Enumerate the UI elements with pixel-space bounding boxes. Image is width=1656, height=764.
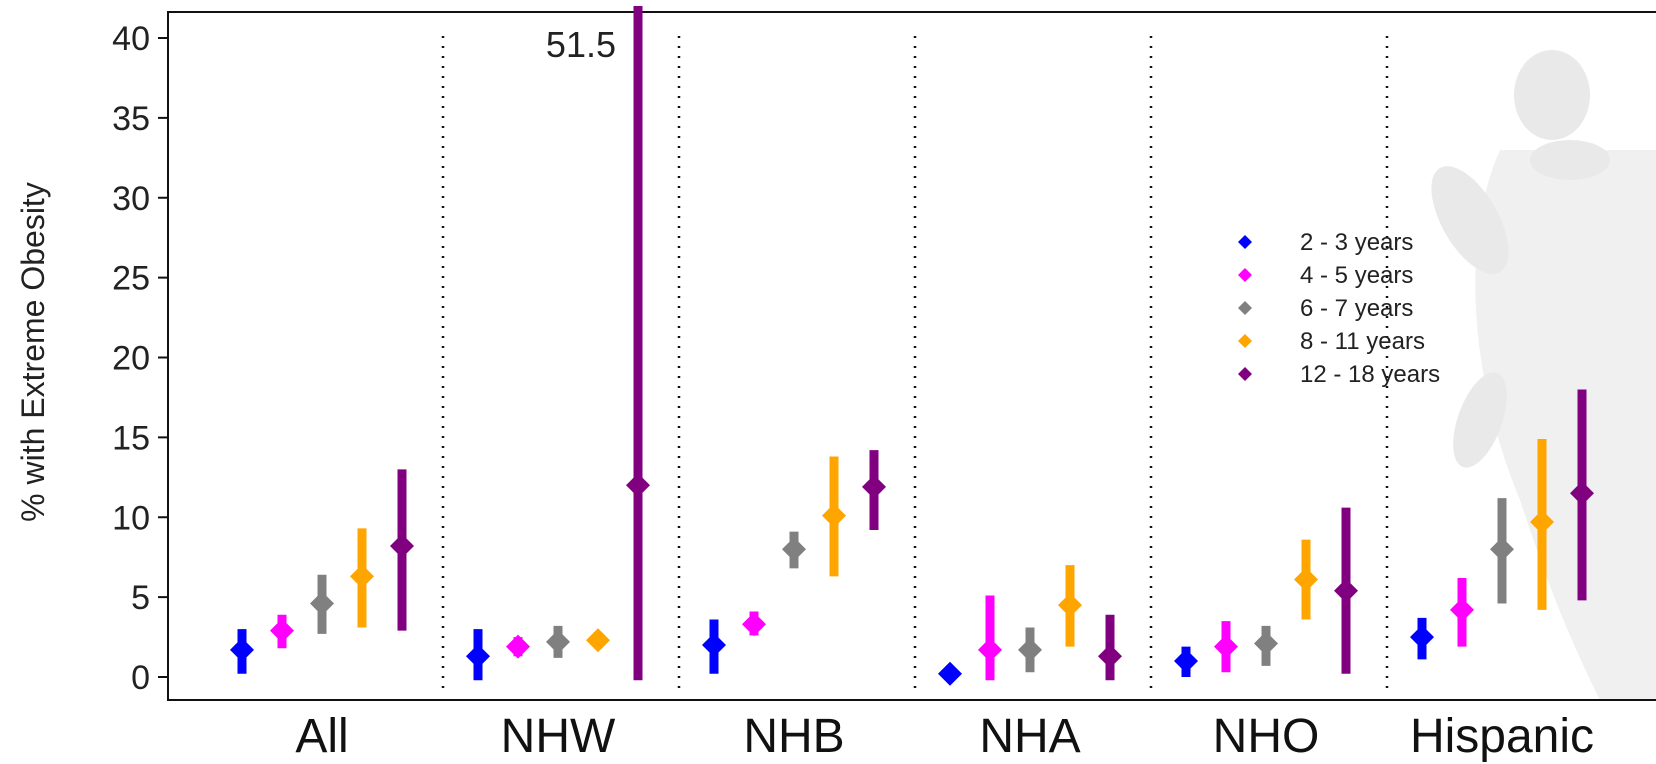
category-label: NHB xyxy=(743,710,844,763)
legend-marker xyxy=(1238,301,1252,315)
point-estimate xyxy=(1570,481,1594,506)
legend-entry-label: 4 - 5 years xyxy=(1300,262,1413,289)
category-label: NHW xyxy=(501,710,616,763)
legend-entry-label: 2 - 3 years xyxy=(1300,229,1413,256)
legend-marker xyxy=(1238,334,1252,348)
point-estimate xyxy=(1174,649,1198,674)
truncated-value-annotation: 51.5 xyxy=(546,24,616,65)
point-estimate xyxy=(1294,567,1318,592)
legend-marker xyxy=(1238,367,1252,381)
annotations: 51.5 xyxy=(546,24,616,65)
point-estimate xyxy=(1410,625,1434,650)
point-estimate xyxy=(230,637,254,662)
point-estimate xyxy=(1490,537,1514,562)
data-marks xyxy=(230,6,1594,686)
point-estimate xyxy=(1018,637,1042,662)
point-estimate xyxy=(1254,631,1278,656)
point-estimate xyxy=(862,474,886,499)
legend-marker xyxy=(1238,235,1252,249)
y-tick-label: 0 xyxy=(131,659,150,697)
point-estimate xyxy=(1058,593,1082,618)
point-estimate xyxy=(350,564,374,589)
point-estimate xyxy=(466,644,490,669)
point-estimate xyxy=(1530,510,1554,535)
point-estimate xyxy=(1450,597,1474,622)
legend: 2 - 3 years 4 - 5 years 6 - 7 years 8 - 11 … xyxy=(1238,229,1440,388)
point-estimate xyxy=(270,618,294,643)
point-estimate xyxy=(978,637,1002,662)
point-estimate xyxy=(1334,578,1358,603)
legend-entry-label: 12 - 18 years xyxy=(1300,361,1440,388)
point-estimate xyxy=(782,537,806,562)
point-estimate xyxy=(1098,644,1122,669)
legend-marker xyxy=(1238,268,1252,282)
y-tick-label: 10 xyxy=(112,499,150,537)
y-tick-label: 5 xyxy=(131,579,150,617)
category-label: All xyxy=(295,710,348,763)
point-estimate xyxy=(390,534,414,559)
y-tick-label: 40 xyxy=(112,20,150,58)
legend-entry-label: 6 - 7 years xyxy=(1300,295,1413,322)
category-label: Hispanic xyxy=(1410,710,1594,763)
y-tick-label: 20 xyxy=(112,340,150,378)
y-tick-label: 15 xyxy=(112,419,150,457)
x-axis: All NHW NHB NHA NHO Hispanic xyxy=(295,710,1594,763)
y-tick-label: 30 xyxy=(112,180,150,218)
plot-frame xyxy=(167,11,1656,701)
point-estimate xyxy=(1214,634,1238,659)
legend-entry-label: 8 - 11 years xyxy=(1300,328,1425,355)
point-estimate xyxy=(310,591,334,616)
point-estimate xyxy=(822,503,846,528)
y-axis-title: % with Extreme Obesity xyxy=(15,182,51,522)
background-watermark xyxy=(1431,50,1656,700)
point-estimate xyxy=(742,612,766,637)
y-tick-label: 25 xyxy=(112,260,150,298)
category-label: NHO xyxy=(1213,710,1320,763)
point-estimate xyxy=(506,634,530,659)
point-estimate xyxy=(938,661,962,686)
y-axis: 0 5 10 15 20 25 30 35 40 xyxy=(112,20,168,697)
category-label: NHA xyxy=(979,710,1080,763)
point-estimate xyxy=(702,633,726,658)
group-separators xyxy=(441,36,1389,690)
point-estimate xyxy=(586,628,610,653)
y-tick-label: 35 xyxy=(112,100,150,138)
point-estimate xyxy=(546,629,570,654)
point-estimate xyxy=(626,473,650,498)
